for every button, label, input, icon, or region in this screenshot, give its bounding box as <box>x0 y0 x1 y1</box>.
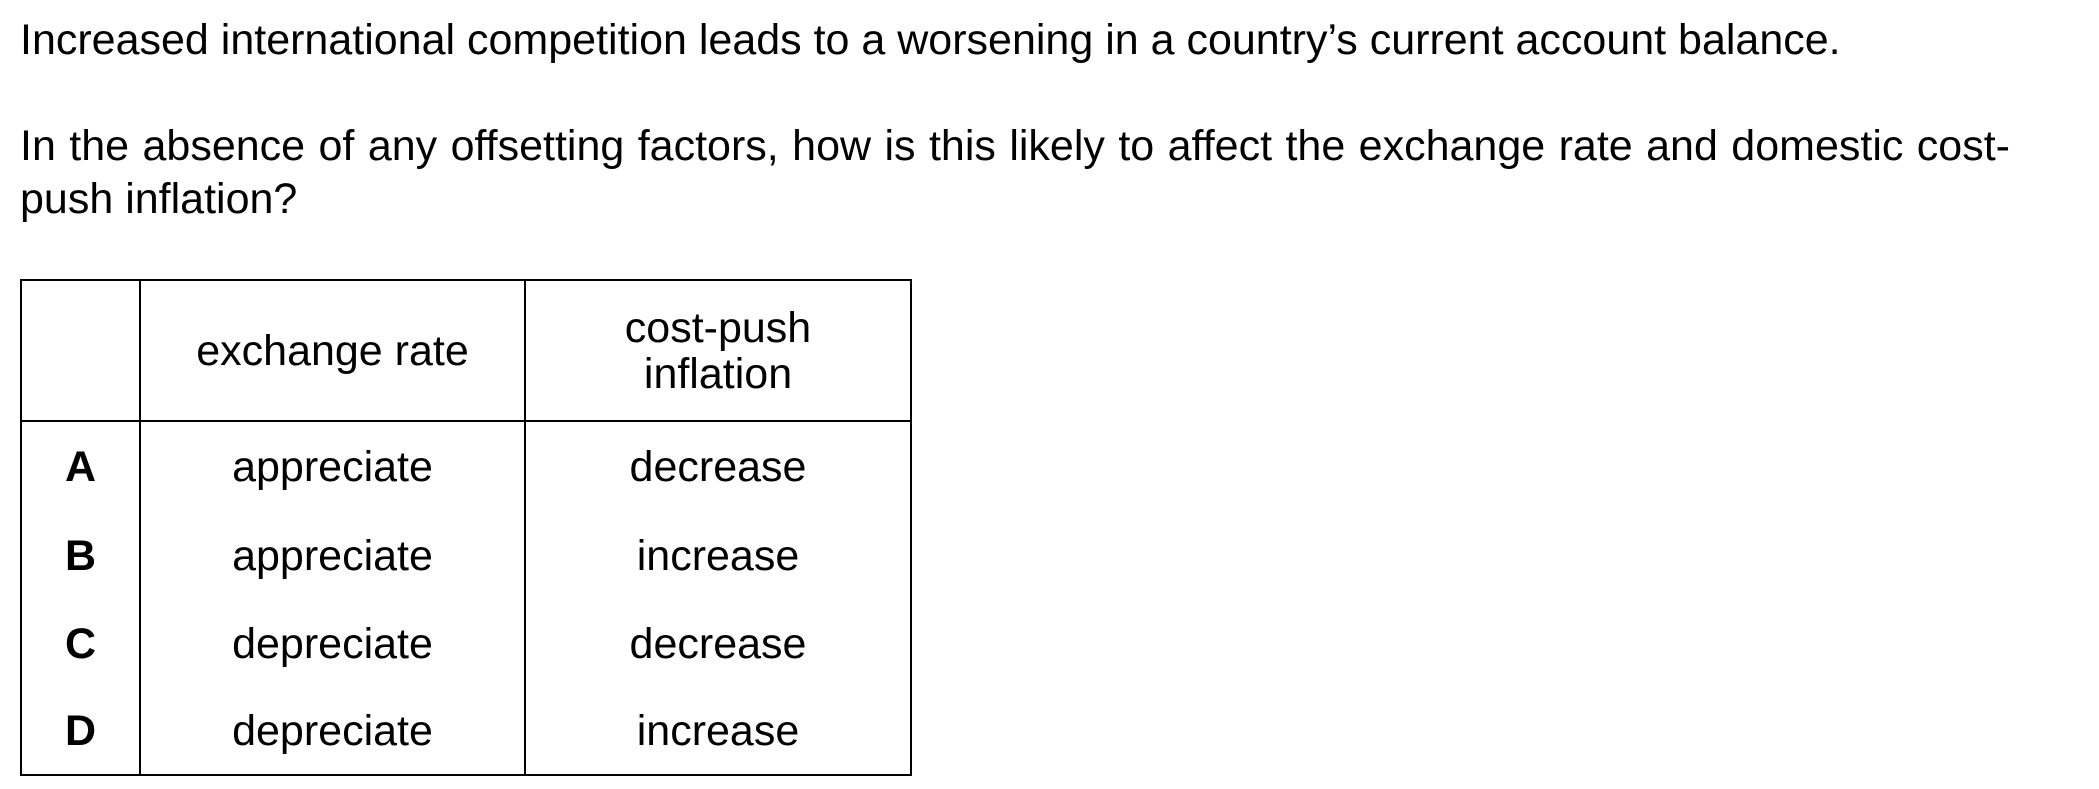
option-row-a: A appreciate decrease <box>20 420 912 512</box>
option-letter: D <box>20 688 141 776</box>
option-row-d: D depreciate increase <box>20 688 912 776</box>
header-letter-cell <box>20 279 141 422</box>
option-row-b: B appreciate increase <box>20 512 912 600</box>
option-exchange-rate: depreciate <box>139 688 526 776</box>
header-inflation-line-1: cost-push <box>624 303 812 352</box>
option-letter: A <box>20 420 141 512</box>
option-exchange-rate: appreciate <box>139 512 526 600</box>
option-inflation: increase <box>524 512 912 600</box>
table-header-row: exchange rate cost-push inflation <box>20 279 912 422</box>
option-exchange-rate: depreciate <box>139 600 526 688</box>
question-statement: Increased international competition lead… <box>20 16 1841 64</box>
option-inflation: decrease <box>524 600 912 688</box>
option-letter: B <box>20 512 141 600</box>
question-prompt: In the absence of any offsetting factors… <box>20 122 2010 223</box>
option-row-c: C depreciate decrease <box>20 600 912 688</box>
header-exchange-rate: exchange rate <box>139 279 526 422</box>
header-cost-push-inflation: cost-push inflation <box>524 279 912 422</box>
option-exchange-rate: appreciate <box>139 420 526 512</box>
answer-options-table: exchange rate cost-push inflation A appr… <box>20 279 912 776</box>
option-letter: C <box>20 600 141 688</box>
option-inflation: decrease <box>524 420 912 512</box>
option-inflation: increase <box>524 688 912 776</box>
header-inflation-line-2: inflation <box>643 349 793 398</box>
